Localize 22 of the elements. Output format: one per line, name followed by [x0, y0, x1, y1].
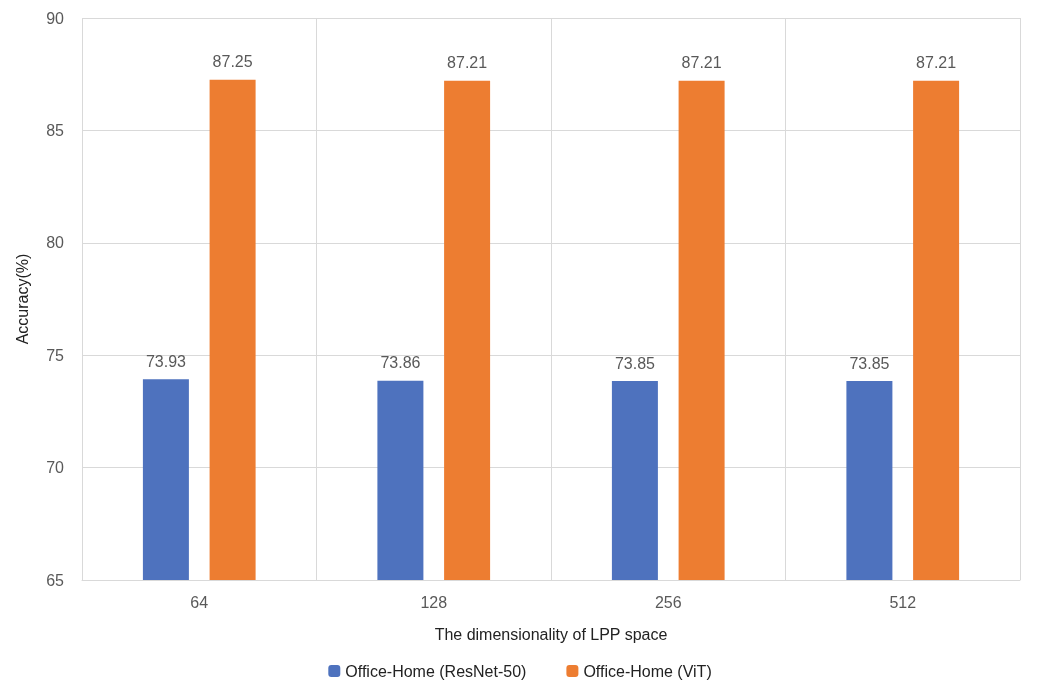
legend-label: Office-Home (ResNet-50) — [345, 662, 527, 680]
x-tick-label: 256 — [654, 593, 682, 611]
y-tick-label: 85 — [46, 121, 65, 139]
legend-label: Office-Home (ViT) — [583, 662, 712, 680]
data-label: 73.93 — [145, 352, 187, 370]
y-tick-label: 80 — [46, 234, 65, 252]
x-tick-label: 64 — [190, 593, 209, 611]
data-label: 87.21 — [681, 54, 722, 72]
x-tick-label: 128 — [420, 593, 448, 611]
data-label: 73.86 — [380, 354, 421, 372]
data-label: 87.21 — [447, 54, 488, 72]
data-label: 87.25 — [212, 53, 253, 71]
y-tick-label: 65 — [46, 571, 65, 589]
y-tick-label: 70 — [46, 459, 65, 477]
data-label: 73.85 — [614, 354, 656, 372]
data-label: 87.21 — [916, 54, 957, 72]
y-tick-label: 90 — [46, 9, 65, 27]
x-tick-label: 512 — [889, 593, 917, 611]
y-tick-label: 75 — [46, 346, 65, 364]
data-label: 73.85 — [849, 354, 890, 372]
x-axis-title: The dimensionality of LPP space — [434, 625, 668, 643]
y-axis-title: Accuracy(%) — [13, 253, 31, 345]
